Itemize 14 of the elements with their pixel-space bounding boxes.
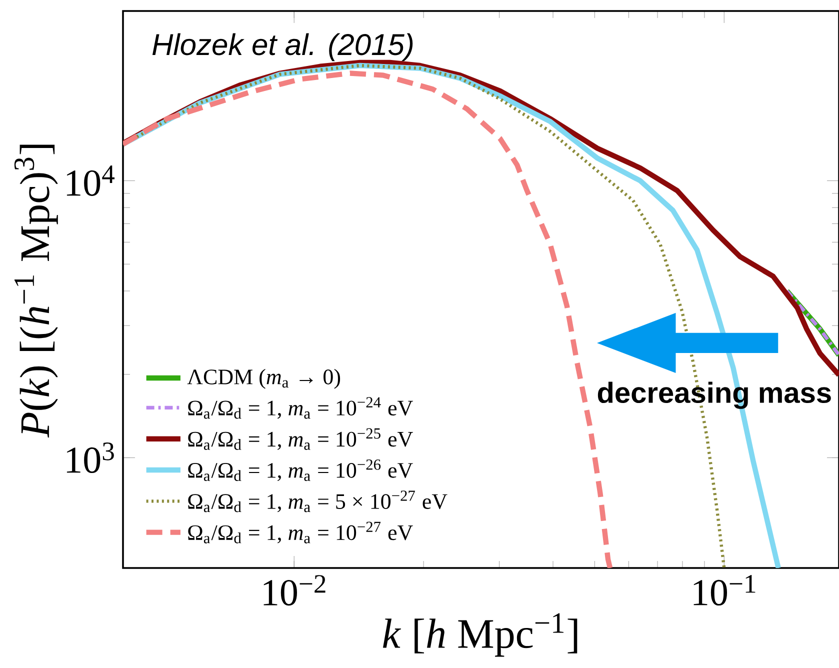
- x-tick-label: 10$^{−2}$: [264, 575, 326, 606]
- text: Ω$_{a}$/Ω$_{d}$ = 1, m$_{a}$ = 10$^{−27}$ eV: [188, 522, 413, 544]
- x-tick-label: 10$^{−1}$: [694, 575, 756, 606]
- x-axis-title: k [h Mpc$^{−1}$]: [382, 613, 578, 657]
- text: P(k) [(h$^{−1}$ Mpc)$^{3}$]: [14, 144, 58, 438]
- text: Ω$_{a}$/Ω$_{d}$ = 1, m$_{a}$ = 10$^{−24}$ eV: [188, 397, 413, 419]
- legend-label: ΛCDM (m$_{a}$ → 0): [187, 368, 340, 389]
- text: Ω$_{a}$/Ω$_{d}$ = 1, m$_{a}$ = 5 × 10$^{−27}$ eV: [188, 490, 448, 512]
- annotation: Hlozek et al. (2015): [152, 33, 413, 62]
- y-tick-label: 10$^{3}$: [66, 442, 114, 474]
- text: Ω$_{a}$/Ω$_{d}$ = 1, m$_{a}$ = 10$^{−26}$ eV: [188, 459, 413, 482]
- y-tick-label: 10$^{4}$: [66, 166, 115, 196]
- annotation: decreasing mass: [598, 382, 831, 409]
- text: Ω$_{a}$/Ω$_{d}$ = 1, m$_{a}$ = 10$^{−25}$ eV: [188, 428, 413, 450]
